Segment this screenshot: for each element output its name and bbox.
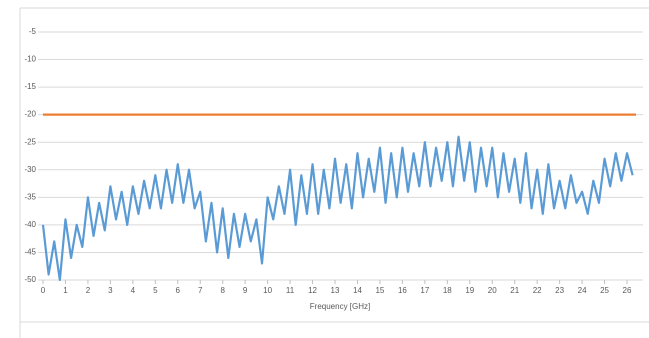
y-tick-label: -45 [24, 248, 36, 257]
x-tick-label: 24 [578, 286, 587, 295]
x-tick-label: 1 [63, 286, 68, 295]
x-tick-label: 7 [198, 286, 203, 295]
x-tick-label: 19 [465, 286, 474, 295]
y-tick-label: -15 [24, 82, 36, 91]
x-tick-label: 20 [488, 286, 497, 295]
y-tick-label: -30 [24, 165, 36, 174]
x-axis-label: Frequency [GHz] [310, 302, 370, 311]
x-tick-label: 23 [555, 286, 564, 295]
x-tick-label: 18 [443, 286, 452, 295]
x-tick-label: 0 [41, 286, 46, 295]
x-tick-label: 14 [353, 286, 362, 295]
x-tick-label: 12 [308, 286, 317, 295]
x-tick-label: 10 [263, 286, 272, 295]
x-tick-label: 11 [286, 286, 295, 295]
x-tick-label: 25 [600, 286, 609, 295]
x-tick-label: 5 [153, 286, 158, 295]
x-tick-label: 13 [331, 286, 340, 295]
y-tick-label: -20 [24, 110, 36, 119]
series-line [41, 135, 634, 282]
x-tick-label: 26 [623, 286, 632, 295]
x-tick-label: 6 [176, 286, 181, 295]
x-tick-label: 2 [86, 286, 91, 295]
y-tick-label: -10 [24, 55, 36, 64]
x-tick-label: 16 [398, 286, 407, 295]
x-tick-label: 4 [131, 286, 136, 295]
x-tick-label: 9 [243, 286, 248, 295]
y-tick-label: -35 [24, 192, 36, 201]
x-tick-label: 3 [108, 286, 113, 295]
x-tick-label: 8 [220, 286, 225, 295]
x-tick-label: 15 [375, 286, 384, 295]
x-tick-label: 22 [533, 286, 542, 295]
y-tick-label: -50 [24, 275, 36, 284]
y-tick-label: -5 [29, 27, 37, 36]
x-tick-label: 17 [420, 286, 429, 295]
x-tick-label: 21 [510, 286, 519, 295]
y-tick-label: -25 [24, 137, 36, 146]
y-tick-label: -40 [24, 220, 36, 229]
